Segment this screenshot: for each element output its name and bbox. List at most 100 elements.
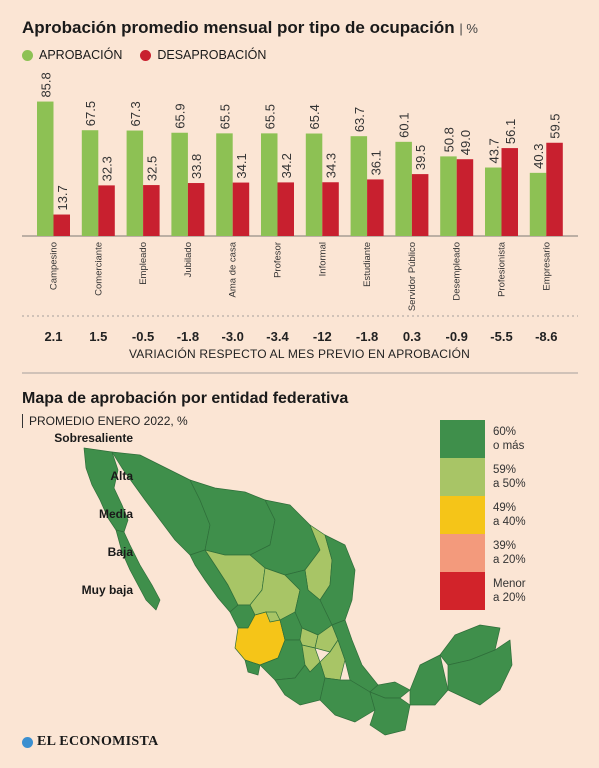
- scale-range-line: 60%: [493, 426, 517, 438]
- approval-dot-icon: [22, 49, 33, 61]
- data-label-approval: 65.5: [217, 104, 232, 129]
- data-label-disapproval: 34.2: [279, 153, 294, 178]
- scale-range-line: a 40%: [493, 516, 526, 528]
- scale-swatch-media: [440, 496, 485, 534]
- data-label-disapproval: 59.5: [548, 113, 563, 138]
- category-label: Ama de casa: [228, 241, 239, 297]
- brand-name: EL ECONOMISTA: [37, 734, 159, 749]
- bar-approval: [216, 133, 233, 236]
- scale-range-line: o más: [493, 440, 525, 452]
- scale-label-muy-baja: Muy baja: [81, 583, 133, 597]
- category-label: Empleado: [138, 242, 149, 285]
- map-state-baja-california-sur: [115, 529, 161, 611]
- scale-range-line: 39%: [493, 540, 517, 552]
- legend-label-approval: APROBACIÓN: [39, 48, 123, 62]
- category-label: Campesino: [49, 242, 60, 290]
- logo-mark-icon: [22, 736, 33, 748]
- bar-approval: [350, 136, 368, 236]
- map-state-campeche: [409, 654, 449, 706]
- category-label: Informal: [317, 242, 328, 276]
- data-label-disapproval: 32.3: [100, 156, 115, 181]
- scale-range-line: a 20%: [493, 592, 526, 604]
- data-label-disapproval: 39.5: [413, 145, 428, 170]
- bar-approval: [440, 156, 457, 236]
- variation-value: 2.1: [44, 329, 62, 344]
- scale-range-alta: 59% a 50%: [493, 463, 563, 491]
- map-title: Mapa de aprobación por entidad federativ…: [22, 390, 349, 407]
- category-label: Profesionista: [497, 241, 508, 297]
- data-label-disapproval: 34.3: [324, 153, 339, 178]
- data-label-approval: 65.4: [307, 104, 322, 129]
- brand-logo: EL ECONOMISTA: [22, 734, 159, 750]
- map-state-chiapas: [369, 691, 411, 736]
- scale-range-sobresaliente: 60% o más: [493, 425, 563, 453]
- data-label-disapproval: 56.1: [503, 119, 518, 144]
- bar-approval: [81, 130, 99, 236]
- variation-value: -3.4: [266, 329, 289, 344]
- bar-approval: [305, 133, 323, 236]
- data-label-approval: 60.1: [397, 113, 412, 138]
- variation-value: -5.5: [490, 329, 512, 344]
- data-label-approval: 67.5: [83, 101, 98, 126]
- scale-range-baja: 39% a 20%: [493, 539, 563, 567]
- bar-approval: [261, 133, 278, 236]
- scale-range-line: 49%: [493, 502, 517, 514]
- bar-disapproval: [98, 185, 115, 236]
- bar-approval: [37, 101, 54, 237]
- category-label: Servidor Público: [407, 242, 418, 311]
- data-label-approval: 85.8: [38, 72, 53, 97]
- chart-title: Aprobación promedio mensual por tipo de …: [22, 18, 478, 38]
- bar-disapproval: [411, 174, 429, 236]
- bar-disapproval: [501, 148, 518, 236]
- map-state-guerrero: [274, 661, 326, 706]
- scale-label-sobresaliente: Sobresaliente: [54, 431, 133, 445]
- category-label: Profesor: [273, 242, 284, 278]
- scale-swatch-sobresaliente: [440, 420, 485, 458]
- bar-chart: 85.8 13.7 Campesino 2.1 67.5 32.3 Comerciante 1…: [22, 72, 578, 374]
- variation-value: -3.0: [221, 329, 243, 344]
- data-label-approval: 63.7: [352, 107, 367, 132]
- bar-approval: [395, 141, 412, 236]
- data-label-approval: 40.3: [531, 144, 546, 169]
- bar-disapproval: [53, 214, 70, 236]
- scale-range-media: 49% a 40%: [493, 501, 563, 529]
- chart-legend: APROBACIÓN DESAPROBACIÓN: [22, 48, 266, 62]
- data-label-approval: 43.7: [486, 138, 501, 163]
- data-label-approval: 67.3: [128, 101, 143, 126]
- variation-value: 0.3: [403, 329, 421, 344]
- map-subtitle: PROMEDIO ENERO 2022, %: [22, 414, 188, 428]
- variation-label: VARIACIÓN RESPECTO AL MES PREVIO EN APRO…: [128, 347, 471, 361]
- scale-label-media: Media: [98, 507, 133, 521]
- data-label-approval: 65.9: [173, 103, 188, 128]
- bar-approval: [485, 167, 502, 236]
- bar-disapproval: [143, 185, 160, 236]
- scale-label-alta: Alta: [110, 469, 133, 483]
- map-state-quintana-roo: [447, 639, 513, 706]
- variation-value: -0.9: [445, 329, 467, 344]
- category-label: Estudiante: [362, 242, 373, 287]
- scale-swatch-muy-baja: [440, 572, 485, 610]
- data-label-disapproval: 13.7: [55, 185, 70, 210]
- variation-value: 1.5: [89, 329, 107, 344]
- disapproval-dot-icon: [140, 49, 152, 61]
- bar-approval: [126, 130, 144, 236]
- scale-label-baja: Baja: [107, 545, 133, 559]
- variation-value: -0.5: [132, 329, 154, 344]
- data-label-disapproval: 49.0: [458, 130, 473, 155]
- bar-disapproval: [367, 179, 384, 236]
- scale-range-muy-baja: Menor a 20%: [493, 577, 563, 605]
- category-label: Empresario: [541, 242, 552, 291]
- data-label-approval: 65.5: [262, 104, 277, 129]
- data-label-disapproval: 34.1: [234, 153, 249, 178]
- bar-disapproval: [232, 182, 250, 236]
- legend-item-disapproval: DESAPROBACIÓN: [140, 48, 266, 62]
- bar-disapproval: [277, 182, 294, 236]
- bar-approval: [529, 172, 547, 236]
- variation-value: -1.8: [177, 329, 199, 344]
- scale-range-line: a 50%: [493, 478, 526, 490]
- data-label-disapproval: 32.5: [144, 156, 159, 181]
- chart-title-text: Aprobación promedio mensual por tipo de …: [22, 18, 455, 37]
- map-state-colima: [244, 659, 261, 676]
- bar-disapproval: [187, 183, 205, 236]
- variation-value: -12: [313, 329, 332, 344]
